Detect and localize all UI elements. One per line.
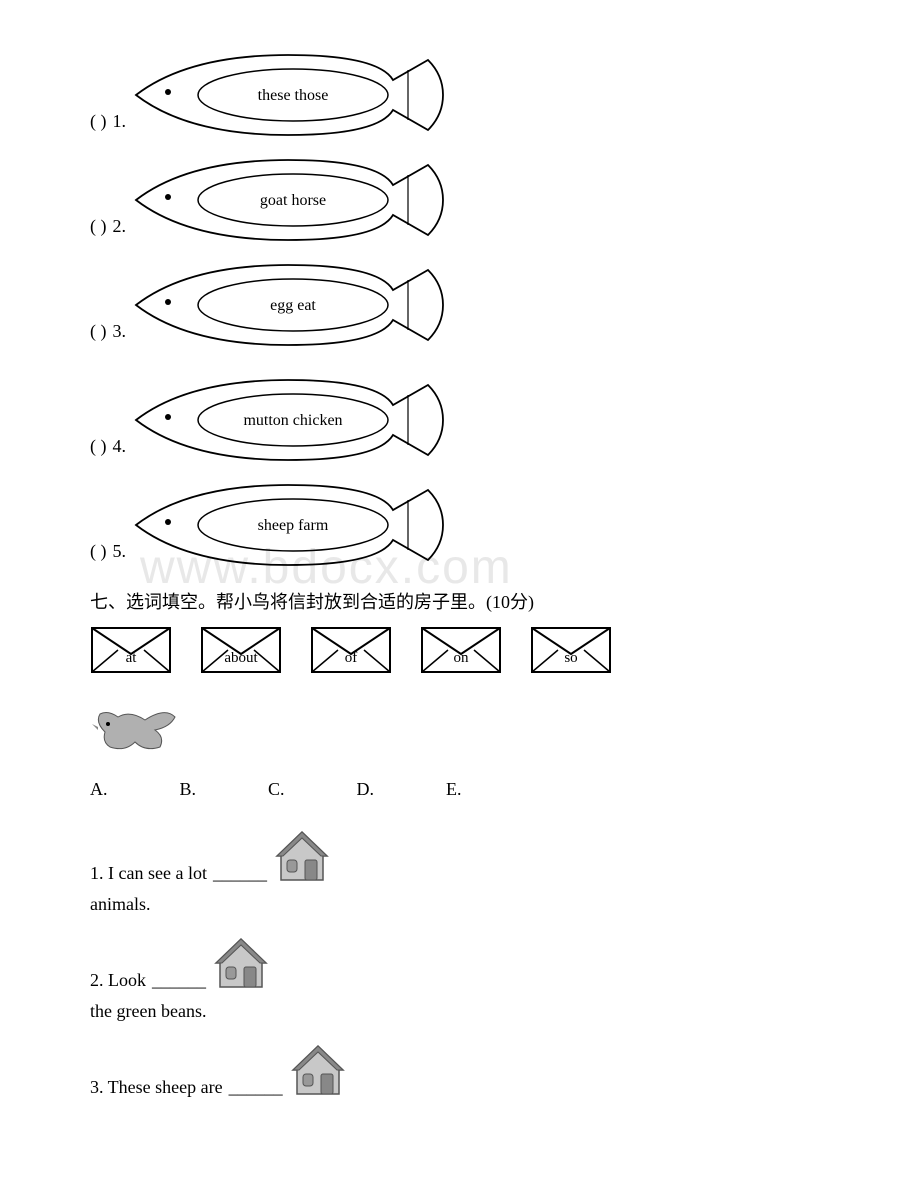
env-text-1: about (224, 650, 258, 666)
fish-num-5: 5. (113, 541, 127, 570)
fill-blank-1: 1. I can see a lot ______ animals. (90, 828, 830, 915)
fish-num-2: 2. (113, 216, 127, 245)
letter-e: E. (446, 779, 462, 800)
envelope-icon-of: of (310, 626, 392, 674)
house-icon-1 (273, 828, 331, 884)
blank-3: ______ (229, 1077, 283, 1098)
fish-icon-5: sheep farm (128, 480, 448, 570)
fish-text-3: egg eat (270, 297, 316, 314)
paren-2: ( ) (90, 216, 107, 245)
fish-num-4: 4. (113, 436, 127, 465)
fish-item-1: ( ) 1. these those (90, 50, 830, 140)
env-text-2: of (345, 650, 358, 666)
fill-1-before: 1. I can see a lot (90, 863, 207, 884)
fish-icon-2: goat horse (128, 155, 448, 245)
envelope-icon-at: at (90, 626, 172, 674)
fish-num-1: 1. (113, 111, 127, 140)
section-7-title: 七、选词填空。帮小鸟将信封放到合适的房子里。(10分) (90, 588, 830, 614)
envelope-icon-about: about (200, 626, 282, 674)
letter-d: D. (357, 779, 375, 800)
fish-text-5: sheep farm (258, 517, 329, 534)
paren-4: ( ) (90, 436, 107, 465)
letters-row: A. B. C. D. E. (90, 779, 830, 800)
envelope-icon-so: so (530, 626, 612, 674)
fish-icon-4: mutton chicken (128, 375, 448, 465)
fish-item-3: ( ) 3. egg eat (90, 260, 830, 350)
letter-b: B. (180, 779, 197, 800)
fill-2-before: 2. Look (90, 970, 146, 991)
envelopes-row: at about of on so (90, 626, 830, 674)
fill-2-line2: the green beans. (90, 1001, 830, 1022)
fish-icon-3: egg eat (128, 260, 448, 350)
fish-text-4: mutton chicken (243, 412, 342, 429)
fish-text-2: goat horse (260, 192, 326, 209)
paren-1: ( ) (90, 111, 107, 140)
paren-5: ( ) (90, 541, 107, 570)
letter-c: C. (268, 779, 285, 800)
fish-item-5: ( ) 5. sheep farm (90, 480, 830, 570)
fish-item-2: ( ) 2. goat horse (90, 155, 830, 245)
env-text-4: so (564, 650, 577, 666)
fill-3-before: 3. These sheep are (90, 1077, 223, 1098)
fish-section: ( ) 1. these those ( ) 2. goat horse (90, 50, 830, 570)
fish-text-1: these those (258, 87, 329, 104)
env-text-0: at (126, 650, 138, 666)
fill-blank-3: 3. These sheep are ______ (90, 1042, 830, 1098)
house-icon-3 (289, 1042, 347, 1098)
env-text-3: on (454, 650, 470, 666)
fish-num-3: 3. (113, 321, 127, 350)
paren-3: ( ) (90, 321, 107, 350)
bird-icon (90, 702, 180, 762)
blank-1: ______ (213, 863, 267, 884)
fill-blank-2: 2. Look ______ the green beans. (90, 935, 830, 1022)
fish-icon-1: these those (128, 50, 448, 140)
envelope-icon-on: on (420, 626, 502, 674)
fish-item-4: ( ) 4. mutton chicken (90, 375, 830, 465)
letter-a: A. (90, 779, 108, 800)
house-icon-2 (212, 935, 270, 991)
fill-1-line2: animals. (90, 894, 830, 915)
blank-2: ______ (152, 970, 206, 991)
